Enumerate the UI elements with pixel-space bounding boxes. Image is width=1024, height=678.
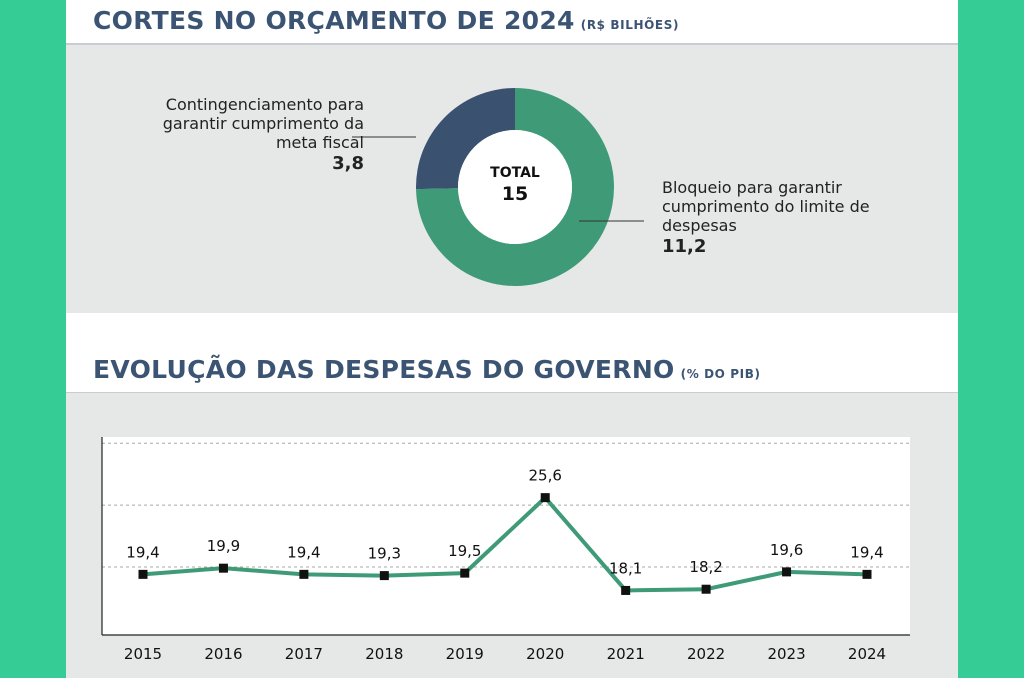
data-point-2020: [540, 493, 550, 503]
data-point-2022: [701, 584, 711, 594]
x-tick-label-2024: 2024: [848, 645, 886, 663]
x-tick-label-2022: 2022: [687, 645, 725, 663]
x-tick-label-2020: 2020: [526, 645, 564, 663]
line-unit: (% DO PIB): [680, 367, 761, 381]
x-tick-label-2016: 2016: [204, 645, 242, 663]
line-chart-title: EVOLUÇÃO DAS DESPESAS DO GOVERNO (% DO PI…: [93, 355, 761, 384]
data-point-2024: [862, 569, 872, 579]
data-label-2021: 18,1: [609, 559, 642, 577]
x-tick-label-2019: 2019: [446, 645, 484, 663]
segment-label-bloqueio: Bloqueio para garantir cumprimento do li…: [662, 178, 872, 256]
x-tick-label-2015: 2015: [124, 645, 162, 663]
donut-chart-title: CORTES NO ORÇAMENTO DE 2024 (R$ BILHÕES): [93, 6, 679, 35]
line-panel: 19,4 2015 19,9 2016 19,4 2017 19,3 2018 19,5 2019…: [66, 393, 958, 678]
infographic-card: CORTES NO ORÇAMENTO DE 2024 (R$ BILHÕES) …: [66, 0, 958, 678]
donut-title-bar: CORTES NO ORÇAMENTO DE 2024 (R$ BILHÕES): [66, 0, 958, 45]
donut-hole: [458, 130, 572, 244]
data-point-2021: [621, 585, 631, 595]
data-label-2020: 25,6: [529, 467, 562, 485]
data-point-2019: [460, 568, 470, 578]
data-point-2016: [218, 563, 228, 573]
donut-segment-0: [416, 88, 515, 190]
data-point-2015: [138, 569, 148, 579]
donut-title-text: CORTES NO ORÇAMENTO DE 2024: [93, 6, 575, 35]
x-tick-label-2021: 2021: [607, 645, 645, 663]
donut-panel: TOTAL 15 Contingenciamento para garantir…: [66, 45, 958, 313]
x-tick-label-2018: 2018: [365, 645, 403, 663]
data-label-2016: 19,9: [207, 537, 240, 555]
donut-center-label: TOTAL: [490, 165, 540, 181]
data-point-2018: [379, 571, 389, 581]
line-title-bar: EVOLUÇÃO DAS DESPESAS DO GOVERNO (% DO PI…: [66, 341, 958, 394]
segment-label-text: Contingenciamento para garantir cumprime…: [162, 95, 364, 152]
donut-chart: [352, 88, 644, 286]
line-chart: 19,4 2015 19,9 2016 19,4 2017 19,3 2018 19,5 2019…: [101, 437, 910, 663]
donut-segment-1: [416, 88, 615, 286]
x-tick-label-2017: 2017: [285, 645, 323, 663]
segment-value: 3,8: [332, 153, 364, 174]
donut-ring: [416, 88, 615, 286]
data-label-2017: 19,4: [287, 543, 320, 561]
x-tick-label-2023: 2023: [767, 645, 805, 663]
series-line: [142, 495, 868, 593]
data-label-2015: 19,4: [126, 543, 159, 561]
data-label-2019: 19,5: [448, 542, 481, 560]
donut-center-value: 15: [501, 183, 529, 205]
segment-value: 11,2: [662, 236, 707, 257]
segment-label-contingenciamento: Contingenciamento para garantir cumprime…: [144, 95, 364, 173]
data-label-2022: 18,2: [689, 558, 722, 576]
data-label-2023: 19,6: [770, 541, 803, 559]
donut-center: TOTAL 15: [476, 165, 554, 205]
donut-unit: (R$ BILHÕES): [580, 18, 680, 32]
data-label-2018: 19,3: [368, 545, 401, 563]
data-point-2017: [299, 569, 309, 579]
data-point-2023: [782, 567, 792, 577]
segment-label-text: Bloqueio para garantir cumprimento do li…: [662, 178, 870, 235]
line-title-text: EVOLUÇÃO DAS DESPESAS DO GOVERNO: [93, 355, 675, 384]
data-label-2024: 19,4: [850, 543, 883, 561]
